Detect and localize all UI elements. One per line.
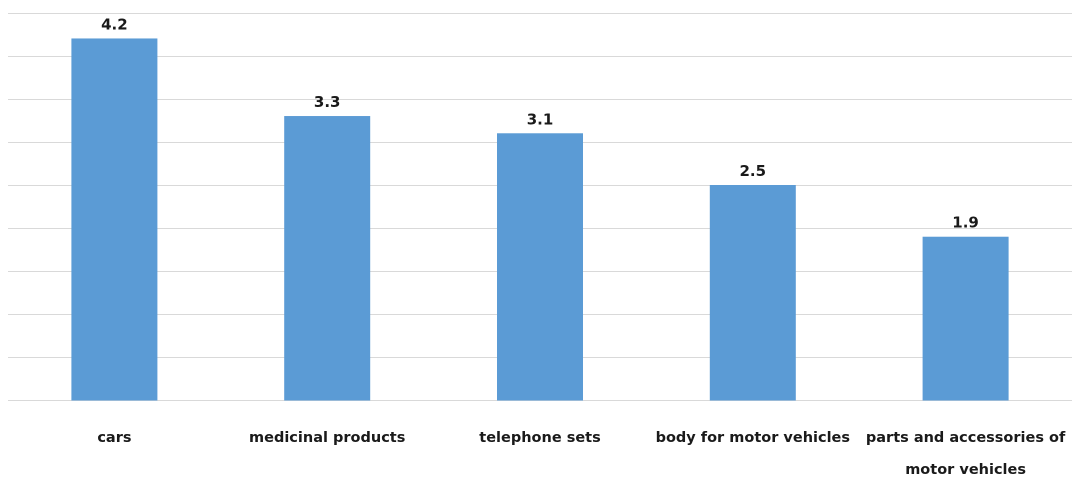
category-label-5: parts and accessories of motor vehicles [866,430,1066,478]
category-label-line: cars [97,430,131,446]
bar-4 [710,185,796,401]
category-labels: cars medicinal products telephone sets body… [97,430,1066,478]
data-label-4: 2.5 [740,162,767,180]
bar-2 [284,116,370,400]
data-label-3: 3.1 [527,110,554,128]
bar-3 [497,133,583,400]
category-label-2: medicinal products [249,430,405,446]
category-label-line: parts and accessories of [866,430,1066,446]
category-label-line: telephone sets [479,430,600,446]
category-label-1: cars [97,430,131,446]
data-label-1: 4.2 [101,15,128,33]
category-label-3: telephone sets [479,430,600,446]
data-label-2: 3.3 [314,93,341,111]
category-label-4: body for motor vehicles [656,430,850,446]
bar-5 [923,237,1009,401]
bars [71,38,1008,400]
bar-1 [71,38,157,400]
data-label-5: 1.9 [952,214,979,232]
category-label-line: body for motor vehicles [656,430,850,446]
category-label-line: motor vehicles [905,462,1026,478]
category-label-line: medicinal products [249,430,405,446]
